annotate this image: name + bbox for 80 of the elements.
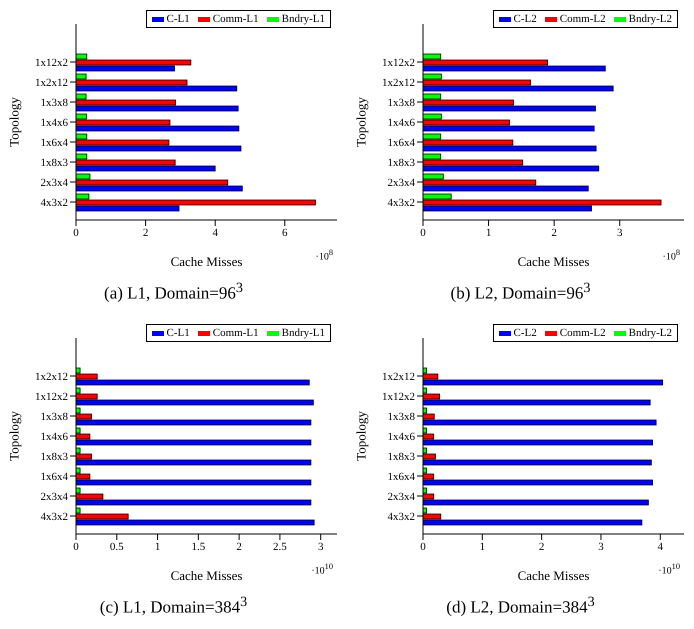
x-tick-label: 2 — [236, 540, 242, 553]
x-tick-label: 3 — [616, 226, 623, 239]
x-tick-label: 2 — [551, 226, 557, 239]
legend-label: Bndry-L2 — [628, 327, 672, 339]
legend-label: C-L1 — [166, 327, 190, 339]
y-tick-label: 1x3x8 — [40, 96, 68, 109]
x-tick-label: 0.5 — [110, 540, 124, 553]
legend-label: C-L2 — [514, 327, 537, 339]
y-tick-label: 4x3x2 — [40, 510, 68, 523]
y-tick-label: 1x12x2 — [382, 56, 415, 69]
x-tick-label: 4 — [658, 540, 664, 553]
y-tick-label: 1x12x2 — [35, 390, 68, 403]
x-tick-label: 4 — [212, 226, 218, 239]
y-tick-label: 1x12x2 — [382, 390, 415, 403]
y-axis-title: Topology — [6, 410, 22, 461]
y-tick-label: 1x4x6 — [40, 430, 68, 443]
y-axis-title: Topology — [6, 96, 22, 147]
x-tick-label: 0 — [73, 226, 80, 239]
text: ·10$^{8}$ — [315, 248, 333, 262]
legend-label: Bndry-L1 — [282, 327, 325, 339]
y-tick-label: 1x6x4 — [40, 470, 68, 483]
y-tick-label: 2x3x4 — [40, 490, 68, 503]
y-axis-title: Topology — [354, 96, 369, 147]
y-tick-label: 1x8x3 — [388, 450, 416, 463]
legend-label: C-L2 — [514, 13, 537, 25]
x-tick-label: 2 — [142, 226, 148, 239]
x-tick-label: 3 — [598, 540, 604, 553]
text: ·10$^{8}$ — [662, 248, 680, 262]
y-tick-label: 1x3x8 — [388, 96, 416, 109]
x-tick-label: 1 — [480, 540, 486, 553]
legend-label: Comm-L1 — [212, 327, 259, 339]
y-tick-label: 1x6x4 — [388, 470, 416, 483]
x-tick-label: 6 — [282, 226, 288, 239]
y-tick-label: 1x2x12 — [35, 370, 68, 383]
y-tick-label: 1x3x8 — [40, 410, 68, 423]
y-tick-label: 4x3x2 — [388, 510, 415, 523]
x-axis-title: Cache Misses — [170, 254, 242, 269]
x-tick-label: 1 — [154, 540, 160, 553]
legend-label: Bndry-L1 — [282, 13, 325, 25]
y-tick-label: 1x2x12 — [382, 370, 415, 383]
y-tick-label: 4x3x2 — [388, 196, 415, 209]
x-axis-title: Cache Misses — [518, 254, 590, 269]
y-tick-label: 1x3x8 — [388, 410, 416, 423]
legend-label: Comm-L2 — [560, 327, 606, 339]
text: (a) L1, Domain=96$^{3}$ — [103, 280, 244, 304]
x-tick-label: 1.5 — [191, 540, 206, 553]
x-tick-label: 2 — [538, 540, 544, 553]
y-tick-label: 1x12x2 — [35, 56, 68, 69]
text: (b) L2, Domain=96$^{3}$ — [450, 280, 592, 304]
y-tick-label: 1x8x3 — [388, 156, 416, 169]
y-tick-label: 1x4x6 — [40, 116, 68, 129]
y-tick-label: 1x8x3 — [40, 450, 68, 463]
legend-label: C-L1 — [166, 13, 190, 25]
x-tick-label: 0 — [420, 540, 426, 553]
legend-label: Bndry-L2 — [628, 13, 672, 25]
text: ·10$^{10}$ — [311, 562, 333, 576]
x-tick-label: 1 — [486, 226, 492, 239]
y-tick-label: 4x3x2 — [40, 196, 68, 209]
x-axis-title: Cache Misses — [518, 568, 590, 583]
y-tick-label: 1x6x4 — [40, 136, 68, 149]
text: (c) L1, Domain=384$^{3}$ — [98, 594, 248, 618]
y-axis-title: Topology — [354, 410, 369, 461]
x-tick-label: 2.5 — [273, 540, 288, 553]
y-tick-label: 2x3x4 — [388, 490, 416, 503]
y-tick-label: 1x8x3 — [40, 156, 68, 169]
legend-label: Comm-L2 — [560, 13, 606, 25]
y-tick-label: 1x4x6 — [388, 430, 416, 443]
x-tick-label: 0 — [420, 226, 426, 239]
y-tick-label: 1x4x6 — [388, 116, 416, 129]
y-tick-label: 1x2x12 — [35, 76, 68, 89]
legend-label: Comm-L1 — [212, 13, 259, 25]
text: (d) L2, Domain=384$^{3}$ — [445, 594, 596, 618]
y-tick-label: 2x3x4 — [388, 176, 416, 189]
text: ·10$^{10}$ — [658, 562, 680, 576]
x-tick-label: 0 — [73, 540, 80, 553]
y-tick-label: 2x3x4 — [40, 176, 68, 189]
y-tick-label: 1x2x12 — [382, 76, 415, 89]
y-tick-label: 1x6x4 — [388, 136, 416, 149]
x-axis-title: Cache Misses — [170, 568, 242, 583]
x-tick-label: 3 — [318, 540, 324, 553]
